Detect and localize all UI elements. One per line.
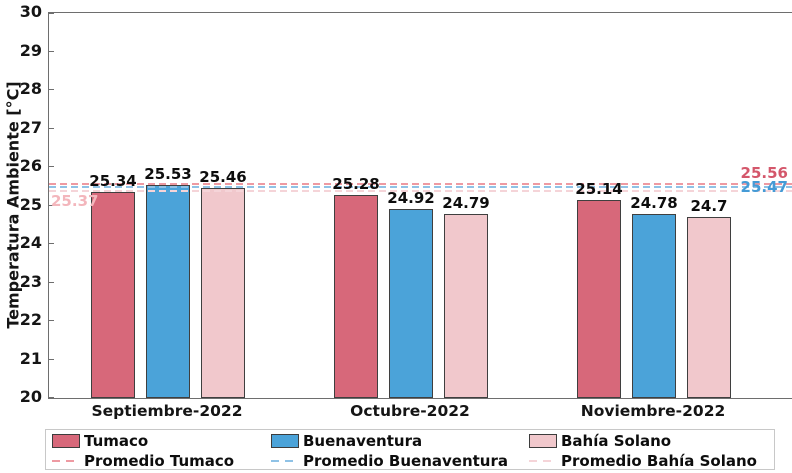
y-tick-mark — [49, 89, 54, 90]
y-tick-label: 22 — [19, 310, 42, 329]
x-tick-label: Noviembre-2022 — [580, 402, 726, 420]
legend-item: Buenaventura — [271, 431, 508, 450]
y-tick-mark — [49, 243, 54, 244]
legend-item: Bahía Solano — [529, 431, 757, 450]
legend-dash-swatch — [529, 459, 557, 462]
average-line-value-label: 25.56 — [740, 163, 788, 182]
bar — [577, 200, 621, 398]
bar — [389, 208, 433, 398]
legend-column: Bahía Solano Promedio Bahía Solano — [529, 430, 757, 470]
bar — [444, 213, 488, 398]
average-line — [49, 190, 792, 193]
y-tick-mark — [49, 166, 54, 167]
y-tick-mark — [49, 358, 54, 360]
y-tick-label: 30 — [19, 2, 42, 21]
x-tick-label: Octubre-2022 — [350, 402, 470, 420]
bar-value-label: 25.53 — [144, 165, 192, 184]
average-line-value-label: 25.47 — [740, 178, 788, 197]
legend-item: Promedio Tumaco — [52, 451, 234, 470]
y-tick-mark — [49, 204, 54, 206]
y-tick-label: 28 — [19, 79, 42, 98]
legend-item: Promedio Buenaventura — [271, 451, 508, 470]
legend-color-swatch — [271, 433, 299, 448]
bar-value-label: 24.92 — [387, 188, 435, 207]
bar-value-label: 25.46 — [199, 167, 247, 186]
bar-value-label: 25.34 — [89, 172, 137, 191]
legend-dash-swatch — [271, 459, 299, 462]
bar — [201, 187, 245, 398]
legend-dash-swatch — [52, 459, 80, 462]
legend-column: Buenaventura Promedio Buenaventura — [271, 430, 508, 470]
bar-value-label: 24.7 — [690, 197, 728, 216]
average-line — [49, 186, 792, 189]
y-tick-label: 20 — [19, 387, 42, 406]
legend-item: Tumaco — [52, 431, 234, 450]
bar-value-label: 24.78 — [630, 193, 678, 212]
x-tick-label: Septiembre-2022 — [91, 402, 243, 420]
y-tick-mark — [49, 50, 54, 52]
bar — [632, 213, 676, 398]
legend-color-swatch — [529, 433, 557, 448]
legend-item-label: Promedio Bahía Solano — [561, 451, 757, 470]
legend-item-label: Tumaco — [84, 431, 149, 450]
y-tick-mark — [49, 127, 54, 129]
legend-item-label: Promedio Tumaco — [84, 451, 235, 470]
y-tick-mark — [49, 281, 54, 283]
bar — [687, 217, 731, 398]
bar-value-label: 25.14 — [575, 180, 623, 199]
legend: Tumaco Promedio Tumaco Buenaventura Promedi… — [45, 429, 775, 470]
bar — [334, 194, 378, 398]
bar — [146, 185, 190, 398]
y-tick-label: 25 — [19, 194, 42, 214]
bar — [91, 192, 135, 398]
y-tick-label: 27 — [19, 117, 42, 137]
y-tick-mark — [49, 13, 54, 14]
average-line — [49, 182, 792, 185]
y-tick-label: 24 — [19, 233, 42, 252]
y-tick-mark — [49, 320, 54, 321]
bar-value-label: 24.79 — [442, 193, 490, 212]
y-tick-label: 21 — [19, 348, 42, 368]
y-tick-label: 26 — [19, 156, 42, 175]
average-line-value-label: 25.37 — [51, 192, 99, 211]
plot-area: 25.34 25.53 25.46 25.28 24.92 24.79 25.14 24.78… — [48, 12, 792, 399]
y-tick-mark — [49, 397, 54, 398]
legend-item-label: Bahía Solano — [561, 431, 672, 450]
bar-value-label: 25.28 — [332, 174, 380, 193]
legend-column: Tumaco Promedio Tumaco — [52, 430, 234, 470]
legend-item: Promedio Bahía Solano — [529, 451, 757, 470]
y-tick-label: 23 — [19, 271, 42, 291]
legend-color-swatch — [52, 433, 80, 448]
legend-item-label: Promedio Buenaventura — [303, 451, 508, 470]
legend-item-label: Buenaventura — [303, 431, 423, 450]
y-tick-label: 29 — [19, 40, 42, 60]
